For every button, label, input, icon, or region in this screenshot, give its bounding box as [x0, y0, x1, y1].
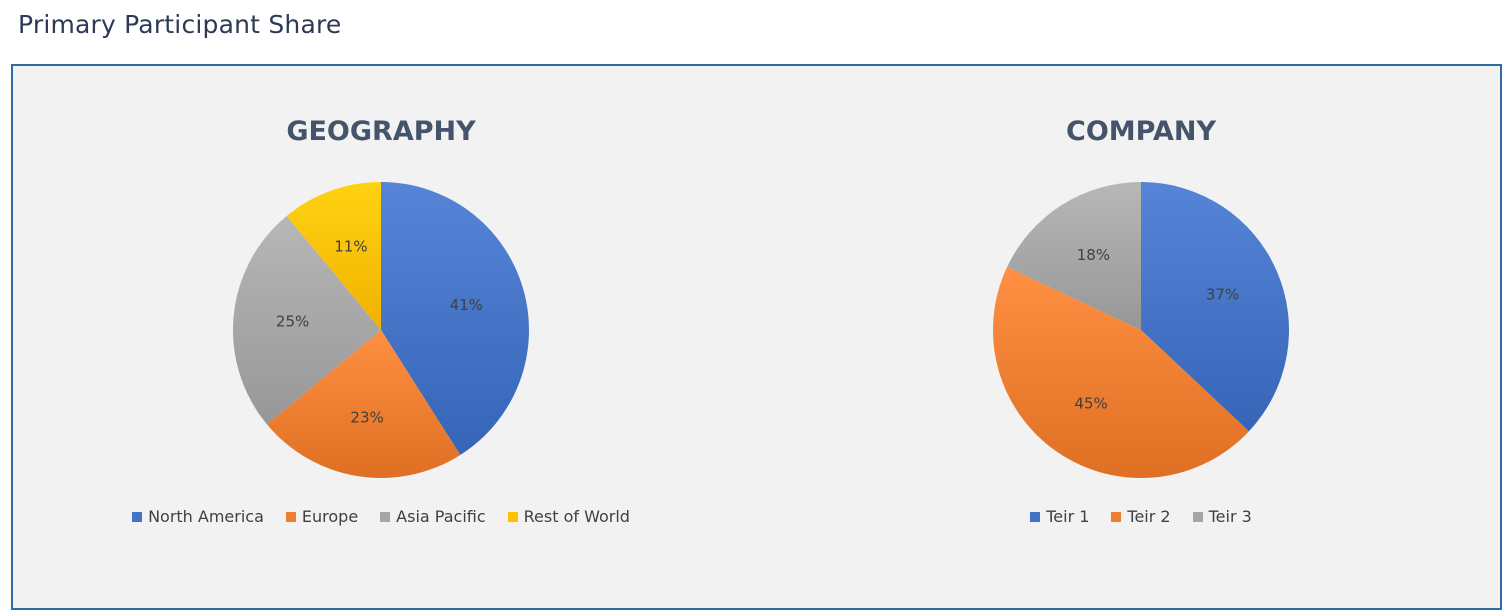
legend-item-teir-2: Teir 2 — [1111, 507, 1171, 526]
legend-swatch — [1192, 511, 1203, 522]
legend-label: Teir 2 — [1127, 507, 1171, 526]
legend-label: Asia Pacific — [396, 507, 486, 526]
legend-item-rest-of-world: Rest of World — [507, 507, 630, 526]
legend-item-teir-3: Teir 3 — [1192, 507, 1252, 526]
page-title: Primary Participant Share — [18, 10, 342, 39]
legend-swatch — [380, 511, 391, 522]
slice-label-rest-of-world: 11% — [334, 237, 367, 255]
legend-swatch — [1030, 511, 1041, 522]
pie-slice-teir-2 — [993, 266, 1249, 479]
legend-swatch — [132, 511, 143, 522]
geography-legend: North America Europe Asia Pacific Rest of W… — [31, 507, 731, 526]
company-legend: Teir 1 Teir 2 Teir 3 — [791, 507, 1491, 526]
legend-item-europe: Europe — [285, 507, 359, 526]
slice-label-north-america: 41% — [450, 296, 483, 314]
slice-label-europe: 23% — [350, 409, 383, 427]
legend-label: Europe — [301, 507, 359, 526]
pie-slice-teir-3 — [1007, 182, 1141, 330]
chart-panel: GEOGRAPHY 41% 23% 25% 11% North America Euro… — [11, 64, 1502, 610]
slice-label-asia-pacific: 25% — [276, 313, 309, 331]
legend-item-north-america: North America — [132, 507, 264, 526]
pie-slice-teir-1 — [1141, 182, 1289, 432]
slice-label-teir-1: 37% — [1206, 286, 1239, 304]
legend-label: Teir 1 — [1046, 507, 1090, 526]
geography-chart: GEOGRAPHY 41% 23% 25% 11% North America Euro… — [31, 66, 731, 608]
legend-label: North America — [148, 507, 264, 526]
slice-label-teir-2: 45% — [1074, 394, 1107, 412]
pie-slice-europe — [266, 330, 461, 478]
legend-item-teir-1: Teir 1 — [1030, 507, 1089, 526]
company-pie: 37% 45% 18% — [993, 182, 1289, 479]
legend-swatch — [1111, 511, 1122, 522]
chart-title: GEOGRAPHY — [286, 116, 476, 147]
legend-label: Rest of World — [523, 507, 630, 526]
slice-label-teir-3: 18% — [1077, 246, 1110, 264]
company-chart: COMPANY 37% 45% 18% Teir 1 Teir 2 Teir 3 — [791, 66, 1491, 608]
geography-pie: 41% 23% 25% 11% — [232, 182, 529, 478]
chart-title: COMPANY — [1066, 116, 1216, 147]
pie-slice-asia-pacific — [232, 215, 381, 425]
legend-label: Teir 3 — [1208, 507, 1252, 526]
legend-swatch — [285, 511, 296, 522]
pie-slice-north-america — [381, 182, 529, 455]
legend-swatch — [507, 511, 518, 522]
pie-slice-rest-of-world — [286, 182, 381, 330]
legend-item-asia-pacific: Asia Pacific — [380, 507, 486, 526]
